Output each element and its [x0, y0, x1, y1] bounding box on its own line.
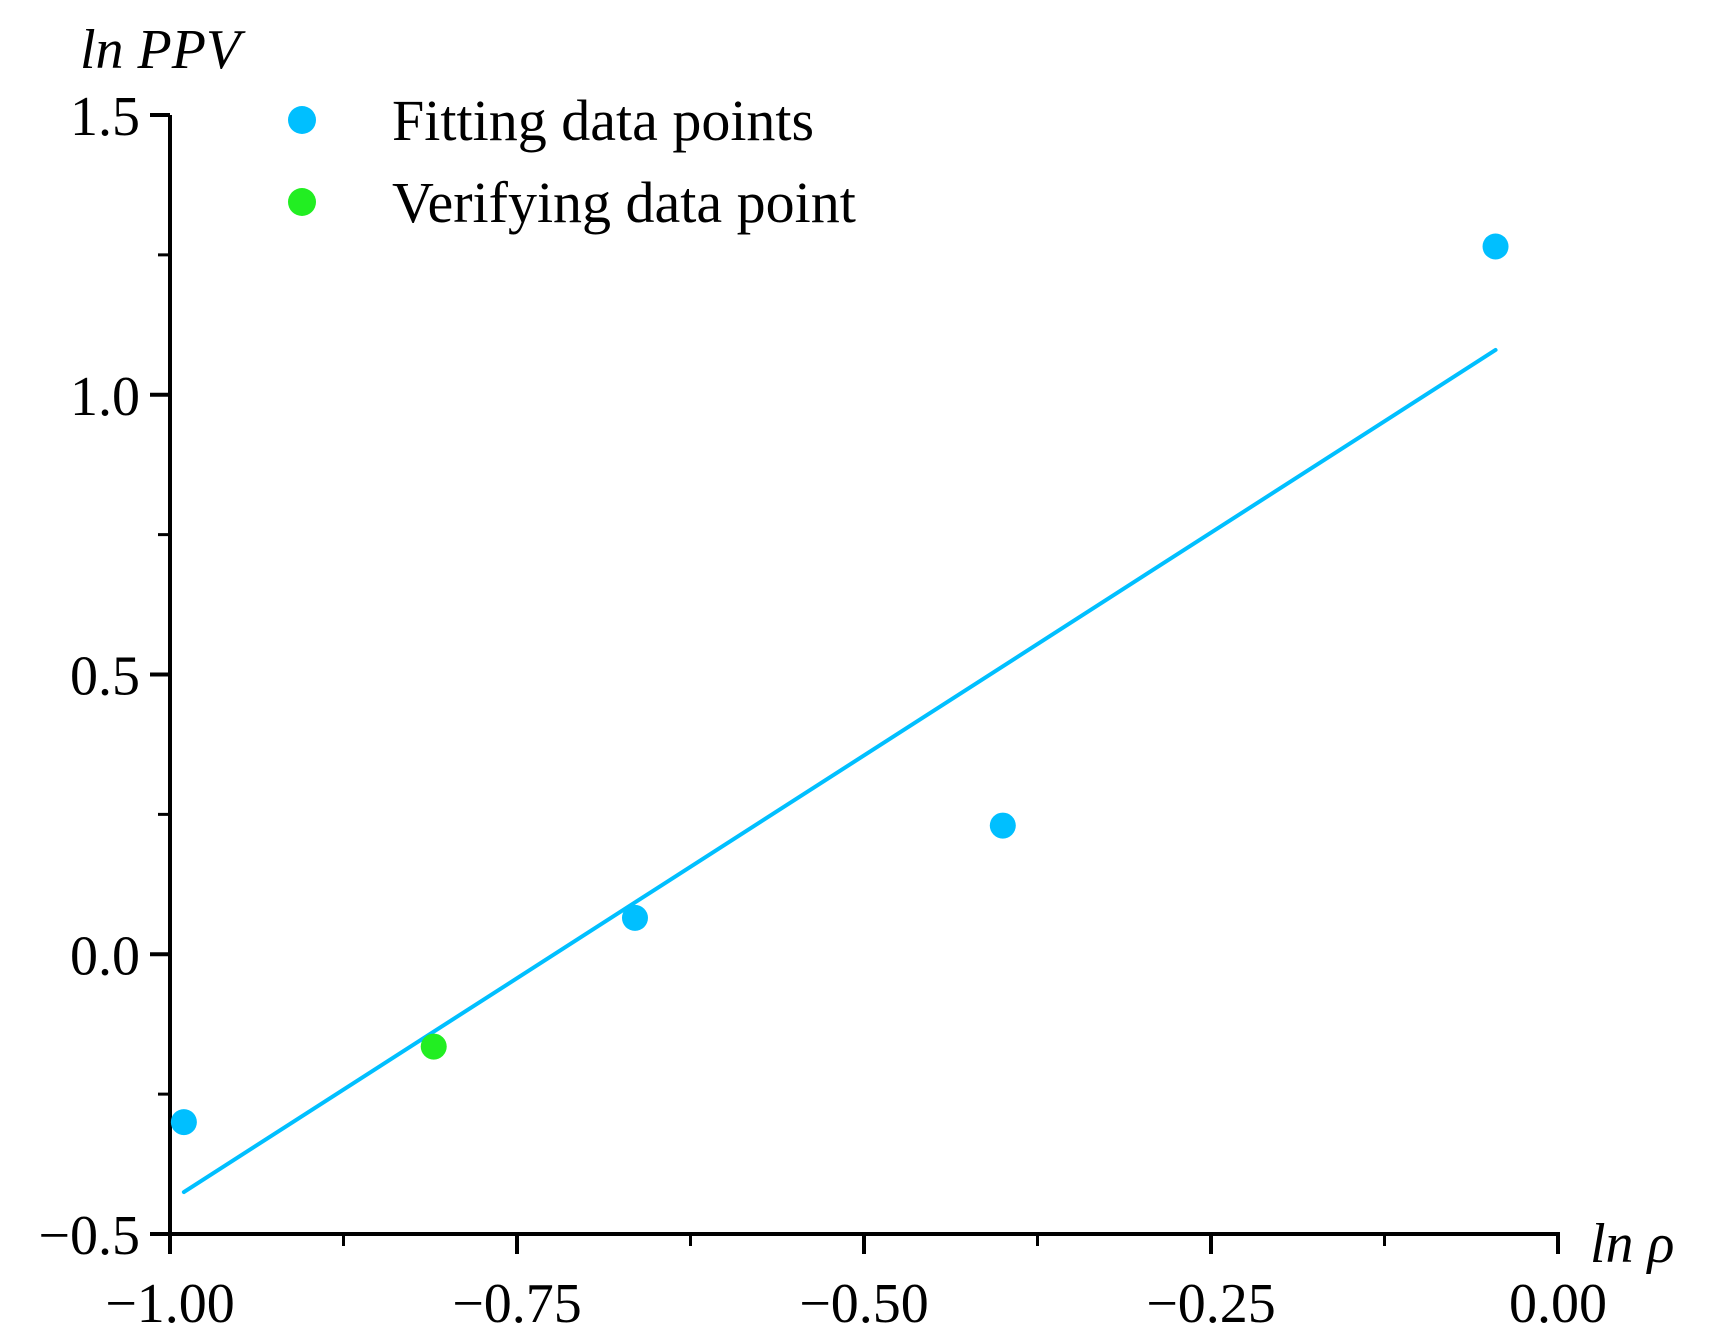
verifying-data-point — [420, 1033, 447, 1060]
x-axis-title: ln ρ — [1590, 1213, 1674, 1275]
x-tick-label: 0.00 — [1509, 1273, 1607, 1335]
fitting-data-point — [621, 904, 648, 931]
y-tick-label: −0.5 — [38, 1205, 140, 1267]
x-tick-label: −0.25 — [1146, 1273, 1276, 1335]
x-ticks: −1.00 −0.75 −0.50 −0.25 0.00 — [105, 1234, 1607, 1335]
legend-marker-verifying — [288, 188, 316, 216]
y-tick-label: 0.5 — [70, 646, 140, 708]
x-tick-label: −0.75 — [452, 1273, 582, 1335]
y-tick-label: 1.5 — [70, 86, 140, 148]
x-tick-label: −0.50 — [799, 1273, 929, 1335]
y-ticks: −0.5 0.0 0.5 1.0 1.5 — [38, 86, 170, 1267]
legend-marker-fitting — [288, 106, 316, 134]
y-tick-label: 1.0 — [70, 366, 140, 428]
fitting-data-point — [989, 812, 1016, 839]
legend: Fitting data points Verifying data point — [288, 88, 856, 235]
legend-label-verifying: Verifying data point — [392, 170, 856, 235]
fit-line — [181, 347, 1498, 1195]
data-points — [170, 233, 1509, 1136]
y-tick-label: 0.0 — [70, 925, 140, 987]
axes: −1.00 −0.75 −0.50 −0.25 0.00 −0.5 0.0 0.5 1.0 1.… — [38, 86, 1607, 1335]
legend-label-fitting: Fitting data points — [392, 88, 814, 153]
plot-area — [170, 233, 1509, 1195]
x-tick-label: −1.00 — [105, 1273, 235, 1335]
fitting-data-point — [170, 1109, 197, 1136]
fitting-data-point — [1482, 233, 1509, 260]
y-axis-title: ln PPV — [80, 19, 246, 81]
